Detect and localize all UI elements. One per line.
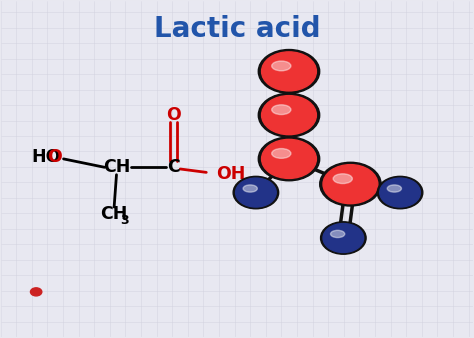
Text: 3: 3 <box>121 214 129 227</box>
Ellipse shape <box>330 230 345 238</box>
Ellipse shape <box>243 185 257 192</box>
Text: CH: CH <box>103 158 130 176</box>
Ellipse shape <box>236 178 276 207</box>
Text: O: O <box>166 106 181 124</box>
Ellipse shape <box>258 49 319 93</box>
Ellipse shape <box>323 165 378 204</box>
Text: HO: HO <box>31 148 60 166</box>
Ellipse shape <box>272 105 291 115</box>
Ellipse shape <box>387 185 401 192</box>
Ellipse shape <box>262 139 317 178</box>
Ellipse shape <box>377 176 423 209</box>
Ellipse shape <box>272 61 291 71</box>
Text: OH: OH <box>216 165 245 183</box>
Ellipse shape <box>380 178 420 207</box>
Ellipse shape <box>258 137 319 181</box>
Ellipse shape <box>320 162 381 206</box>
Ellipse shape <box>333 174 352 184</box>
Ellipse shape <box>262 52 317 91</box>
Ellipse shape <box>272 149 291 158</box>
Ellipse shape <box>323 223 364 252</box>
Text: Lactic acid: Lactic acid <box>154 15 320 43</box>
Text: CH: CH <box>100 206 128 223</box>
Ellipse shape <box>262 96 317 135</box>
Ellipse shape <box>233 176 279 209</box>
Text: C: C <box>167 158 180 176</box>
Circle shape <box>30 288 42 296</box>
Ellipse shape <box>320 222 366 254</box>
Ellipse shape <box>258 93 319 137</box>
Text: O: O <box>47 148 62 166</box>
